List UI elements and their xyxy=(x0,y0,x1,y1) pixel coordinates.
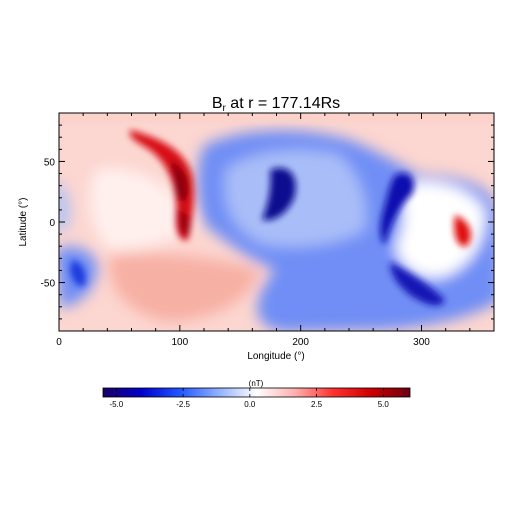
colorbar-tick-label: -5.0 xyxy=(109,400,123,409)
x-tick-label: 0 xyxy=(56,337,62,348)
y-tick-label: 50 xyxy=(44,157,56,168)
colorbar-tick-label: -2.5 xyxy=(176,400,190,409)
y-tick-label: 0 xyxy=(49,218,55,229)
x-tick-label: 200 xyxy=(292,337,309,348)
x-tick-label: 100 xyxy=(171,337,188,348)
colorbar-tick-label: 5.0 xyxy=(378,400,390,409)
y-axis-label: Latitude (°) xyxy=(18,197,29,246)
x-axis: 0 100 200 300 xyxy=(56,113,495,348)
field-map xyxy=(59,113,494,331)
chart-title: Br at r = 177.14Rs xyxy=(212,95,340,114)
y-tick-label: -50 xyxy=(41,279,56,290)
y-axis: -50 0 50 xyxy=(41,112,494,332)
colorbar-label: (nT) xyxy=(249,379,264,388)
x-tick-label: 300 xyxy=(413,337,430,348)
colorbar-ticks: -5.0 -2.5 0.0 2.5 5.0 xyxy=(109,388,389,409)
colorbar xyxy=(102,387,411,398)
colorbar-tick-label: 0.0 xyxy=(244,400,256,409)
colorbar-tick-label: 2.5 xyxy=(311,400,323,409)
x-axis-label: Longitude (°) xyxy=(247,351,304,362)
